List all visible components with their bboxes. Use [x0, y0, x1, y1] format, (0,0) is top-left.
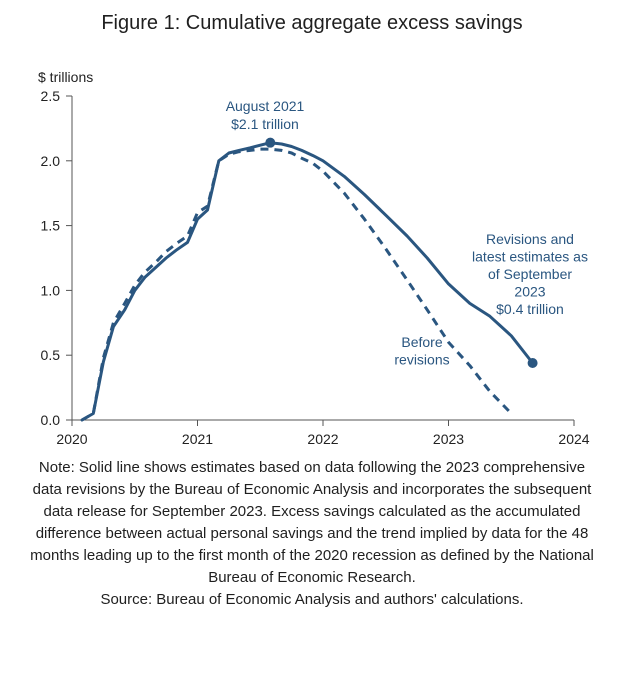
y-tick-label: 2.0: [41, 153, 61, 169]
source-text: Source: Bureau of Economic Analysis and …: [100, 591, 524, 608]
annotation-before-line: revisions: [394, 352, 449, 368]
x-tick-label: 2024: [558, 431, 589, 447]
y-tick-label: 0.5: [41, 347, 61, 363]
annotation-before-line: Before: [401, 334, 442, 350]
annotation-latest-line: 2023: [514, 284, 545, 300]
data-point-marker: [265, 137, 276, 148]
chart-axes: 0.0 0.5 1.0 1.5 2.0 2.5 2020 2021 2022 2023 2024 $ …: [38, 69, 590, 447]
annotation-peak-line: August 2021: [226, 98, 305, 114]
figure-title: Figure 1: Cumulative aggregate excess sa…: [101, 12, 523, 34]
series-revised: [80, 141, 535, 422]
annotation-latest-line: Revisions and: [486, 231, 574, 247]
y-axis-label: $ trillions: [38, 69, 93, 85]
annotation-peak-line: $2.1 trillion: [231, 116, 299, 132]
annotation-latest-line: of September: [488, 266, 572, 282]
figure-notes: Note: Solid line shows estimates based o…: [30, 457, 594, 611]
chart-series: [80, 141, 535, 422]
chart-labels: August 2021 $2.1 trillion Revisions and lat…: [226, 98, 588, 368]
x-tick-label: 2022: [307, 431, 338, 447]
note-text: Note: Solid line shows estimates based o…: [30, 459, 594, 586]
line-chart: 0.0 0.5 1.0 1.5 2.0 2.5 2020 2021 2022 2023 2024 $ …: [38, 69, 590, 447]
data-point-marker: [527, 357, 538, 368]
y-tick-label: 1.5: [41, 218, 61, 234]
y-tick-label: 0.0: [41, 412, 61, 428]
series-before-revisions: [81, 147, 513, 422]
x-tick-label: 2021: [182, 431, 213, 447]
y-tick-label: 2.5: [41, 88, 61, 104]
annotation-latest-line: $0.4 trillion: [496, 301, 564, 317]
x-tick-label: 2023: [433, 431, 464, 447]
x-tick-label: 2020: [56, 431, 87, 447]
chart-markers: [265, 137, 538, 368]
y-tick-label: 1.0: [41, 282, 61, 298]
annotation-latest-line: latest estimates as: [472, 249, 588, 265]
